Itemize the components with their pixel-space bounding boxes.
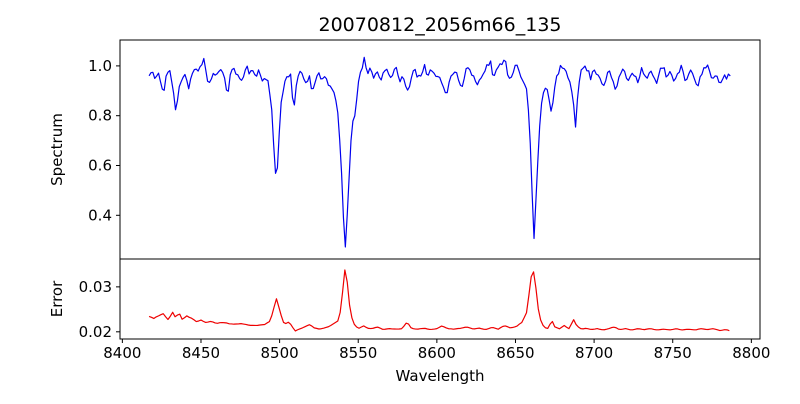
spectrum-panel-border: [119, 39, 761, 260]
x-tick-label: 8400: [103, 344, 141, 362]
x-tick-label: 8600: [418, 344, 456, 362]
error-y-axis-label: Error: [48, 280, 66, 317]
x-axis-label: Wavelength: [396, 367, 485, 385]
spectrum-y-axis-label: Spectrum: [48, 113, 66, 186]
spectrum-y-tick-label: 0.4: [88, 206, 112, 224]
error-y-tick-label: 0.03: [79, 278, 112, 296]
spectrum-y-tick-label: 0.8: [88, 107, 112, 125]
x-tick-label: 8550: [339, 344, 377, 362]
spectrum-curve: [148, 56, 731, 248]
plot-root: 0.4 0.6 0.8 1.0 0.02 0.03 8400 8450 8500 8550 8600…: [79, 39, 770, 362]
x-tick-label: 8450: [182, 344, 220, 362]
error-panel-border: [119, 258, 761, 340]
x-tick-label: 8750: [654, 344, 692, 362]
x-tick-label: 8500: [261, 344, 299, 362]
x-tick-label: 8650: [496, 344, 534, 362]
x-tick-label: 8700: [575, 344, 613, 362]
chart-title: 20070812_2056m66_135: [318, 14, 561, 36]
spectrum-y-tick-label: 0.6: [88, 156, 112, 174]
error-y-tick-label: 0.02: [79, 323, 112, 341]
error-curve: [148, 269, 730, 332]
spectrum-y-tick-label: 1.0: [88, 57, 112, 75]
x-tick-label: 8800: [732, 344, 770, 362]
